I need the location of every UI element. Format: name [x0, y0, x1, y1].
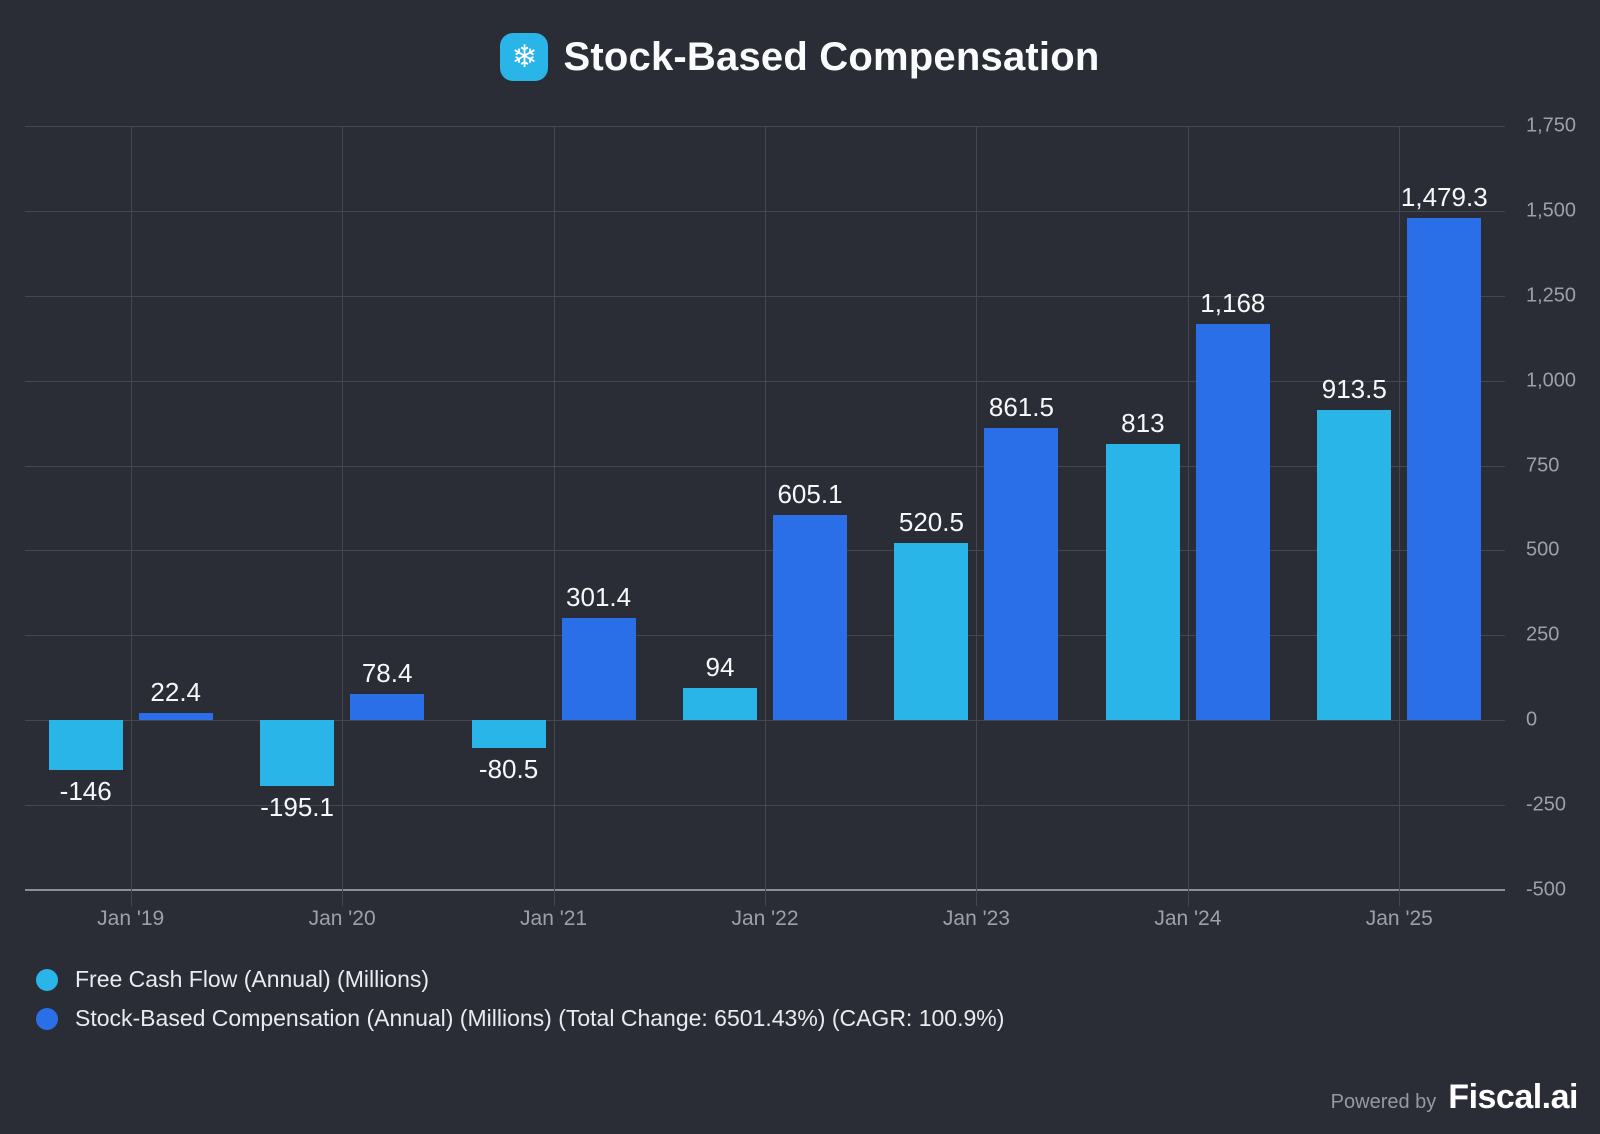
legend: Free Cash Flow (Annual) (Millions) Stock… — [36, 966, 1004, 1032]
x-axis-tick-label: Jan '24 — [1154, 907, 1222, 930]
value-label-free-cash-flow: -146 — [59, 775, 112, 806]
y-axis-tick-label: 1,000 — [1526, 369, 1577, 392]
snowflake-icon: ❄ — [500, 33, 549, 81]
legend-item-stock-based-compensation[interactable]: Stock-Based Compensation (Annual) (Milli… — [36, 1005, 1004, 1032]
legend-label-stock-based-compensation: Stock-Based Compensation (Annual) (Milli… — [75, 1005, 1005, 1031]
bar-stock-based-compensation[interactable] — [561, 617, 636, 721]
x-axis-tick-label: Jan '23 — [942, 907, 1010, 930]
bar-free-cash-flow[interactable] — [1105, 444, 1180, 721]
bar-stock-based-compensation[interactable] — [984, 427, 1059, 721]
gridline-vertical — [765, 126, 766, 906]
legend-item-free-cash-flow[interactable]: Free Cash Flow (Annual) (Millions) — [36, 966, 1004, 993]
y-axis-tick-label: -500 — [1526, 878, 1567, 901]
value-label-free-cash-flow: -80.5 — [478, 753, 539, 784]
bar-free-cash-flow[interactable] — [48, 720, 123, 770]
value-label-free-cash-flow: 94 — [705, 652, 735, 683]
gridline-vertical — [976, 126, 978, 906]
gridline-vertical — [553, 126, 555, 906]
gridline-vertical — [1399, 126, 1401, 906]
value-label-stock-based-compensation: 301.4 — [566, 581, 632, 612]
bar-free-cash-flow[interactable] — [471, 720, 546, 748]
value-label-free-cash-flow: 813 — [1121, 408, 1165, 439]
value-label-stock-based-compensation: 78.4 — [361, 657, 413, 688]
value-label-free-cash-flow: 520.5 — [898, 507, 964, 538]
y-axis-tick-label: 500 — [1526, 538, 1560, 561]
bar-free-cash-flow[interactable] — [683, 688, 757, 721]
bar-free-cash-flow[interactable] — [260, 720, 335, 787]
value-label-stock-based-compensation: 22.4 — [150, 676, 202, 707]
bar-free-cash-flow[interactable] — [894, 543, 969, 721]
x-axis-tick-label: Jan '19 — [97, 907, 165, 930]
bar-free-cash-flow[interactable] — [1317, 410, 1392, 721]
legend-label-free-cash-flow: Free Cash Flow (Annual) (Millions) — [75, 966, 430, 992]
gridline-vertical — [1187, 126, 1189, 906]
footer: Powered by Fiscal.ai — [1330, 1078, 1579, 1117]
value-label-free-cash-flow: 913.5 — [1321, 374, 1387, 405]
bar-stock-based-compensation[interactable] — [138, 712, 213, 721]
bar-stock-based-compensation[interactable] — [1195, 323, 1270, 721]
value-label-stock-based-compensation: 1,479.3 — [1400, 181, 1488, 212]
legend-dot-stock-based-compensation — [36, 1007, 58, 1030]
y-axis-tick-label: 1,750 — [1526, 114, 1577, 137]
y-axis-tick-label: 750 — [1526, 454, 1560, 477]
y-axis-tick-label: 250 — [1526, 623, 1560, 646]
value-label-stock-based-compensation: 605.1 — [777, 478, 843, 509]
bar-stock-based-compensation[interactable] — [1407, 217, 1482, 721]
snowflake-glyph: ❄ — [511, 38, 538, 75]
x-axis-tick-label: Jan '22 — [731, 907, 799, 930]
powered-by-text: Powered by — [1330, 1091, 1437, 1113]
gridline-vertical — [342, 126, 344, 906]
bar-stock-based-compensation[interactable] — [350, 693, 425, 721]
y-axis-tick-label: 1,500 — [1526, 199, 1577, 222]
gridline-vertical — [130, 126, 132, 906]
bar-stock-based-compensation[interactable] — [773, 514, 847, 721]
x-axis-tick-label: Jan '25 — [1365, 907, 1433, 930]
page-title: Stock-Based Compensation — [563, 34, 1100, 79]
y-axis-tick-label: 1,250 — [1526, 284, 1577, 307]
y-axis-tick-label: 0 — [1526, 708, 1538, 731]
value-label-stock-based-compensation: 861.5 — [988, 391, 1054, 422]
value-label-stock-based-compensation: 1,168 — [1200, 287, 1266, 318]
y-axis-tick-label: -250 — [1526, 793, 1567, 816]
x-axis-tick-label: Jan '21 — [520, 907, 588, 930]
x-axis-tick-label: Jan '20 — [308, 907, 376, 930]
value-label-free-cash-flow: -195.1 — [260, 792, 335, 823]
fiscal-ai-logo[interactable]: Fiscal.ai — [1448, 1078, 1578, 1116]
legend-dot-free-cash-flow — [36, 968, 58, 991]
chart-header: ❄ Stock-Based Compensation — [0, 33, 1600, 81]
